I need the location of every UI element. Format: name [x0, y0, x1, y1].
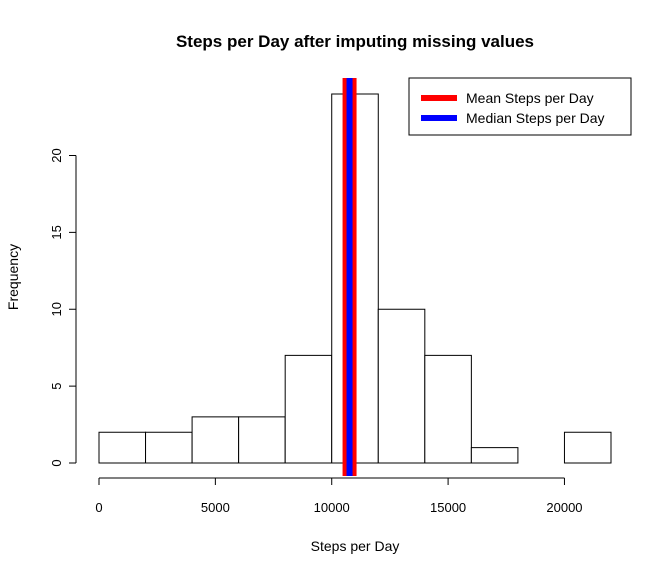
y-tick-label: 15 — [49, 225, 64, 239]
y-axis: 0 5 10 15 20 — [49, 148, 77, 467]
x-tick-label: 20000 — [546, 500, 582, 515]
x-axis-label: Steps per Day — [311, 538, 400, 554]
y-tick-label: 5 — [49, 383, 64, 390]
y-axis-label: Frequency — [5, 244, 21, 310]
histogram-bar — [98, 431, 147, 464]
histogram-bar — [563, 431, 612, 464]
x-tick-label: 0 — [95, 500, 102, 515]
x-axis: 0 5000 10000 15000 20000 — [95, 477, 583, 515]
legend-label: Mean Steps per Day — [466, 90, 594, 106]
x-tick-label: 15000 — [430, 500, 466, 515]
y-tick-label: 20 — [49, 148, 64, 162]
legend-label: Median Steps per Day — [466, 110, 605, 126]
histogram-bar — [145, 431, 193, 464]
y-tick-label: 10 — [49, 302, 64, 316]
chart-title: Steps per Day after imputing missing val… — [176, 32, 534, 51]
legend-box — [408, 77, 632, 136]
y-tick-label: 0 — [49, 459, 64, 466]
legend: Mean Steps per Day Median Steps per Day — [408, 77, 632, 136]
x-tick-label: 10000 — [314, 500, 350, 515]
histogram-bar — [470, 447, 519, 464]
histogram-bar — [191, 416, 240, 464]
histogram-bar — [238, 416, 286, 464]
histogram-bar — [377, 308, 426, 464]
x-tick-label: 5000 — [201, 500, 230, 515]
histogram-bar — [284, 354, 333, 464]
histogram-bar — [424, 354, 472, 464]
